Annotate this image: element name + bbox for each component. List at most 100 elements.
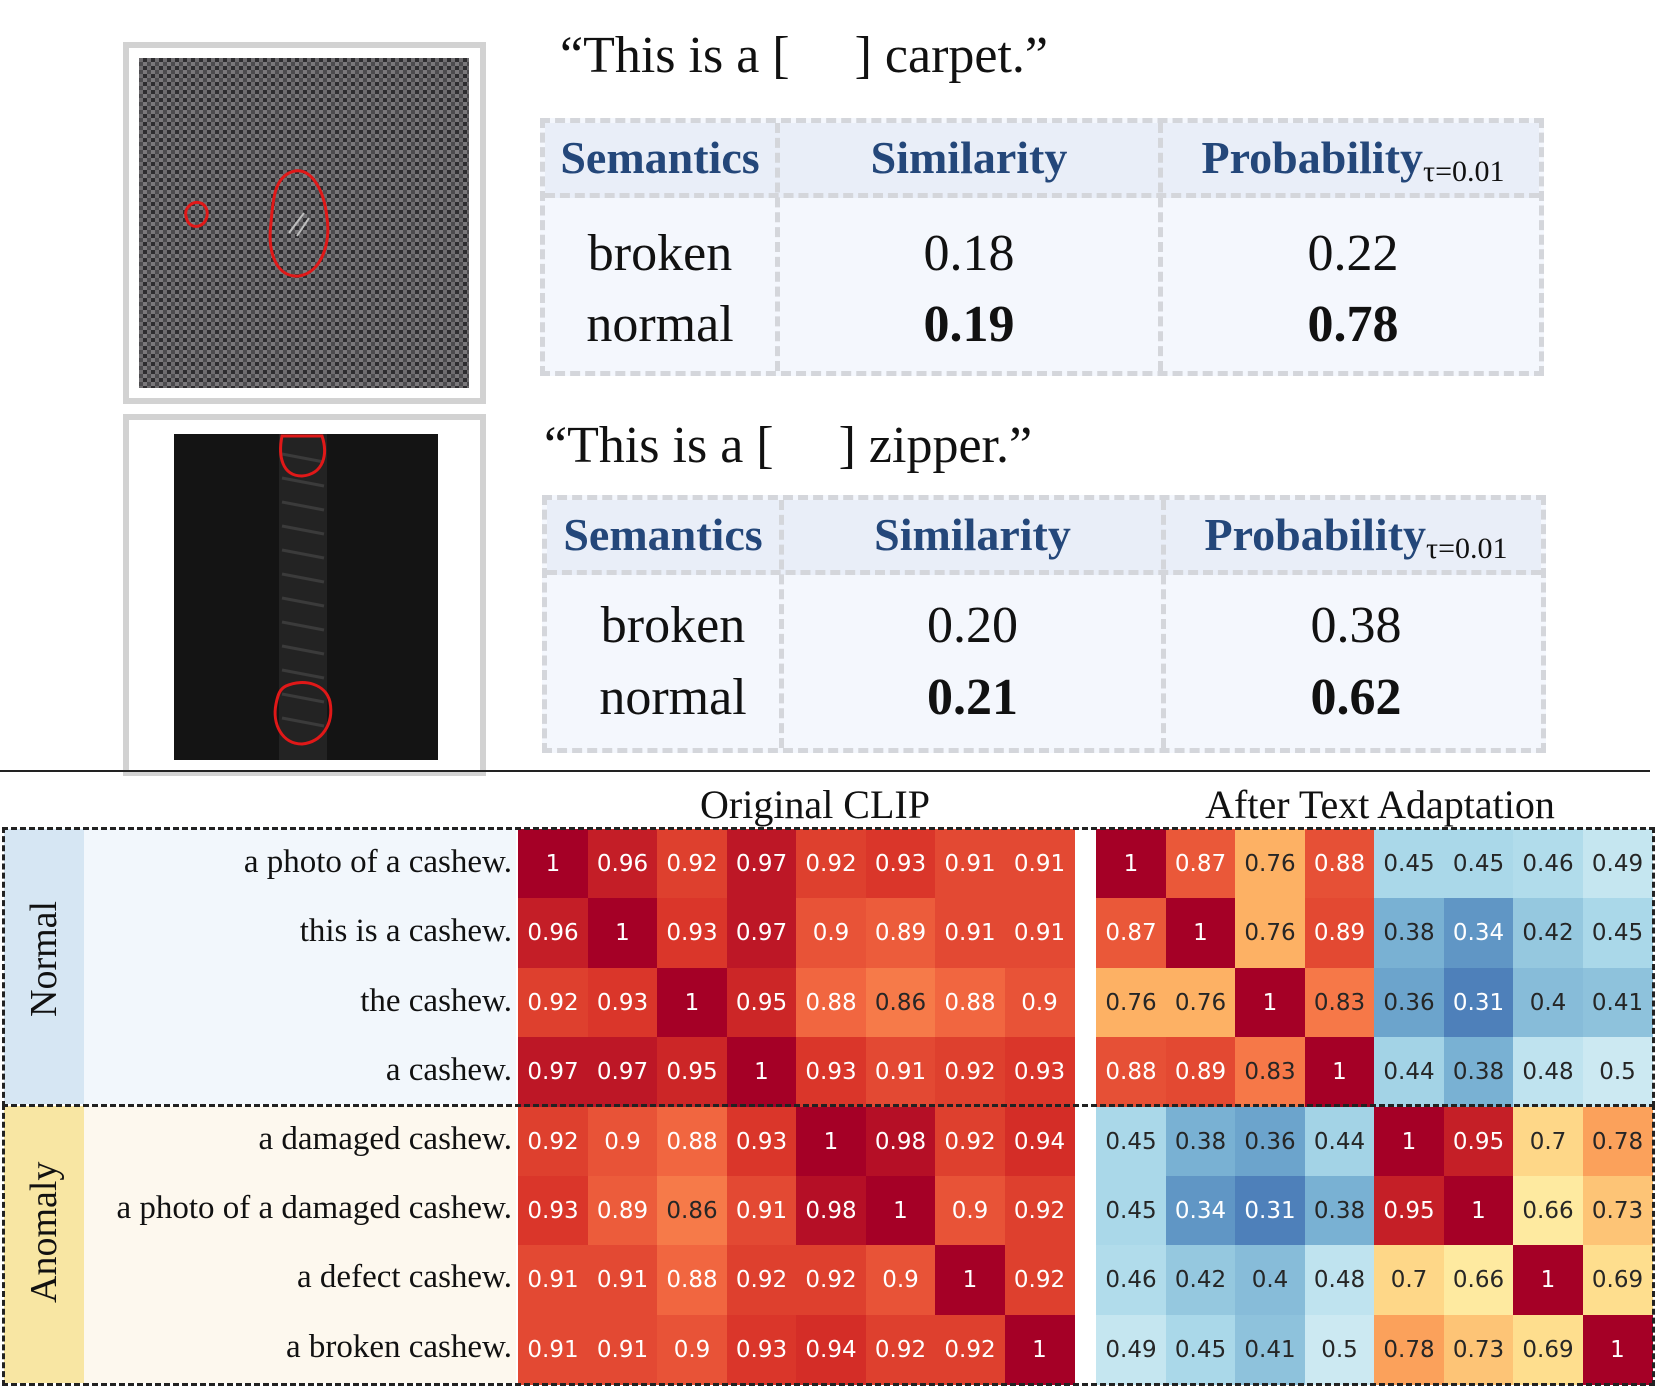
heatmap-cell: 0.45 [1096, 1106, 1166, 1177]
similarity-cell: 0.20 [927, 597, 1018, 654]
heatmap-cell: 0.36 [1235, 1106, 1305, 1177]
heatmap-cell: 0.92 [657, 829, 727, 899]
heatmap-cell: 0.92 [935, 1106, 1005, 1177]
heatmap-cell: 0.9 [1004, 967, 1075, 1038]
heatmap-cell: 0.45 [1582, 898, 1653, 969]
normal-label-area [84, 829, 516, 1104]
heatmap-cell: 0.89 [865, 898, 936, 969]
heatmap-cell: 1 [1513, 1245, 1583, 1316]
heatmap-cell: 0.38 [1374, 898, 1444, 969]
heatmap-cell: 1 [587, 898, 658, 969]
heatmap-cell: 0.97 [518, 1037, 588, 1108]
normal-group-band [4, 829, 84, 1104]
heatmap-cell: 0.76 [1235, 829, 1305, 899]
heatmap-cell: 0.92 [726, 1245, 797, 1316]
heatmap-cell: 0.48 [1304, 1245, 1375, 1316]
anomaly-outline [273, 681, 333, 746]
anomaly-outline [268, 169, 330, 278]
zipper-prompt: “This is a [ ] zipper.” [544, 417, 1033, 474]
heatmap-cell: 0.98 [865, 1106, 936, 1177]
row-label: a broken cashew. [285, 1329, 512, 1365]
heatmap-cell: 0.38 [1165, 1106, 1236, 1177]
similarity-header: Similarity [874, 509, 1071, 560]
row-labels: a photo of a cashew. this is a cashew. t… [80, 829, 512, 1384]
heatmap-cell: 0.91 [587, 1314, 658, 1385]
heatmap-cell: 0.76 [1165, 967, 1236, 1038]
row-label: the cashew. [360, 983, 512, 1019]
heatmap-cell: 0.92 [1004, 1175, 1075, 1246]
heatmap-cell: 0.76 [1235, 898, 1305, 969]
heatmap-cell: 0.73 [1582, 1175, 1653, 1246]
heatmap-cell: 0.5 [1304, 1314, 1375, 1385]
heatmap-cell: 0.89 [1165, 1037, 1236, 1108]
anomaly-label-area [84, 1106, 516, 1383]
heatmap-cell: 0.89 [587, 1175, 658, 1246]
heatmap-cell: 0.83 [1235, 1037, 1305, 1108]
carpet-image-frame [123, 42, 486, 404]
zipper-image-frame [123, 414, 486, 776]
heatmap-cell: 0.7 [1513, 1106, 1583, 1177]
heatmap-cell: 0.93 [657, 898, 727, 969]
heatmap-cell: 0.95 [1443, 1106, 1514, 1177]
heatmap-cell: 0.34 [1165, 1175, 1236, 1246]
heatmap-cell: 0.95 [726, 967, 797, 1038]
similarity-header: Similarity [870, 132, 1068, 183]
heatmap-cell: 0.66 [1443, 1245, 1514, 1316]
row-label: a damaged cashew. [258, 1121, 512, 1157]
heatmap-cell: 1 [726, 1037, 797, 1108]
heatmap-cell: 0.93 [587, 967, 658, 1038]
heatmap-cell: 0.96 [518, 898, 588, 969]
heatmap-cell: 1 [1165, 898, 1236, 969]
row-label: a photo of a damaged cashew. [116, 1190, 512, 1226]
heatmap-cell: 0.31 [1235, 1175, 1305, 1246]
heatmap-cell: 0.91 [935, 829, 1005, 899]
heatmap-cell: 0.9 [587, 1106, 658, 1177]
heatmap-cell: 0.94 [796, 1314, 866, 1385]
heatmap-cell: 0.66 [1513, 1175, 1583, 1246]
heatmap-cell: 0.91 [518, 1314, 588, 1385]
heatmap-cell: 0.88 [1096, 1037, 1166, 1108]
probability-cell: 0.62 [1310, 669, 1402, 726]
heatmap-cell: 0.92 [865, 1314, 936, 1385]
heatmap-original: 1 0.96 0.92 0.97 0.92 0.93 0.91 0.91 0.96 1 0.93 0.… [518, 829, 1075, 1385]
heatmap-cell: 0.7 [1374, 1245, 1444, 1316]
heatmap-cell: 0.93 [1004, 1037, 1075, 1108]
heatmap-cell: 0.92 [518, 967, 588, 1038]
heatmap-cell: 0.92 [518, 1106, 588, 1177]
heatmap-cell: 0.49 [1096, 1314, 1166, 1385]
heatmap-cell: 0.41 [1582, 967, 1653, 1038]
heatmap-cell: 0.91 [587, 1245, 658, 1316]
probability-cell: 0.22 [1307, 225, 1399, 282]
probability-header: Probabilityτ=0.01 [1204, 509, 1508, 565]
heatmap-cell: 0.91 [1004, 829, 1075, 899]
heatmap-cell: 1 [1096, 829, 1166, 899]
heatmap-cell: 0.88 [657, 1245, 727, 1316]
heatmap-cell: 0.92 [1004, 1245, 1075, 1316]
heatmap-cell: 0.38 [1304, 1175, 1375, 1246]
heatmap-cell: 0.78 [1374, 1314, 1444, 1385]
carpet-prompt: “This is a [ ] carpet.” [560, 27, 1049, 84]
heatmap-cell: 0.91 [1004, 898, 1075, 969]
heatmap-cell: 0.88 [935, 967, 1005, 1038]
anomaly-group-box [2, 1104, 1655, 1386]
probability-header: Probabilityτ=0.01 [1201, 132, 1505, 188]
heatmap-cell: 1 [1582, 1314, 1653, 1385]
heatmap-cell: 1 [657, 967, 727, 1038]
similarity-cell: 0.18 [923, 225, 1015, 282]
heatmap-cell: 0.91 [935, 898, 1005, 969]
similarity-cell: 0.21 [927, 669, 1018, 726]
heatmap-cell: 0.45 [1443, 829, 1514, 899]
semantics-cell: broken [587, 225, 733, 282]
heatmap-cell: 0.86 [865, 967, 936, 1038]
heatmap-cell: 1 [865, 1175, 936, 1246]
heatmap-cell: 1 [1004, 1314, 1075, 1385]
heatmap-cell: 0.92 [796, 1245, 866, 1316]
heatmap-cell: 1 [935, 1245, 1005, 1316]
heatmap-cell: 0.86 [657, 1175, 727, 1246]
heatmap-adapted: 1 0.87 0.76 0.88 0.45 0.45 0.46 0.49 0.87 1 0.76 0.… [1096, 829, 1653, 1385]
heatmap-cell: 0.46 [1513, 829, 1583, 899]
row-label: a cashew. [385, 1052, 512, 1088]
heatmap-cell: 0.4 [1513, 967, 1583, 1038]
row-label: this is a cashew. [299, 913, 512, 949]
heatmap-cell: 0.88 [1304, 829, 1375, 899]
